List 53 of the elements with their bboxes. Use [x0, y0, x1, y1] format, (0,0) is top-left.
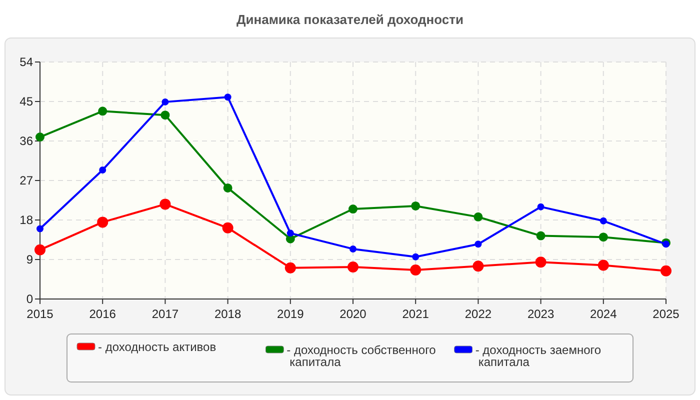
y-tick-label: 9	[26, 252, 34, 267]
point	[662, 240, 670, 248]
legend-label: - доходность активов	[98, 340, 216, 354]
y-tick-label: 0	[26, 292, 34, 306]
point	[348, 204, 358, 214]
point	[472, 260, 484, 272]
y-tick-label: 45	[20, 94, 34, 109]
point	[284, 262, 296, 274]
point	[660, 265, 672, 276]
point	[535, 256, 546, 268]
point	[99, 166, 106, 174]
point	[98, 106, 108, 116]
point	[410, 264, 422, 276]
legend-label: - доходность собственного капитала	[286, 343, 436, 369]
point	[286, 230, 294, 237]
point	[598, 260, 609, 271]
point	[160, 198, 171, 210]
y-tick-label: 54	[20, 55, 34, 70]
point	[350, 245, 356, 252]
y-tick-label: 27	[20, 174, 34, 188]
x-tick-label: 2017	[152, 307, 179, 321]
point	[412, 253, 420, 260]
point	[598, 232, 608, 242]
x-tick-label: 2021	[402, 307, 430, 321]
x-tick-label: 2024	[590, 307, 618, 321]
point	[160, 110, 170, 120]
y-tick-label: 18	[20, 213, 34, 228]
y-tick-label: 36	[20, 134, 34, 148]
point	[36, 132, 44, 142]
point	[474, 240, 482, 248]
point	[600, 217, 607, 224]
chart-title: Динамика показателей доходности	[236, 12, 464, 27]
point	[536, 231, 546, 240]
x-tick-label: 2023	[527, 307, 554, 321]
x-tick-label: 2019	[277, 307, 304, 321]
point	[537, 203, 544, 210]
x-tick-label: 2022	[464, 307, 492, 321]
point	[411, 201, 420, 210]
point	[162, 98, 169, 106]
x-tick-label: 2016	[89, 307, 116, 321]
x-tick-label: 2025	[652, 307, 680, 321]
point	[474, 212, 483, 222]
point	[348, 261, 358, 272]
legend-label: - доходность заемного капитала	[475, 343, 602, 369]
point	[222, 222, 234, 234]
point	[36, 225, 44, 232]
point	[223, 183, 232, 192]
x-tick-label: 2015	[26, 307, 54, 321]
point	[224, 94, 232, 101]
point	[34, 244, 46, 256]
x-tick-label: 2020	[340, 307, 367, 321]
x-tick-label: 2018	[214, 307, 242, 321]
point	[97, 216, 108, 228]
